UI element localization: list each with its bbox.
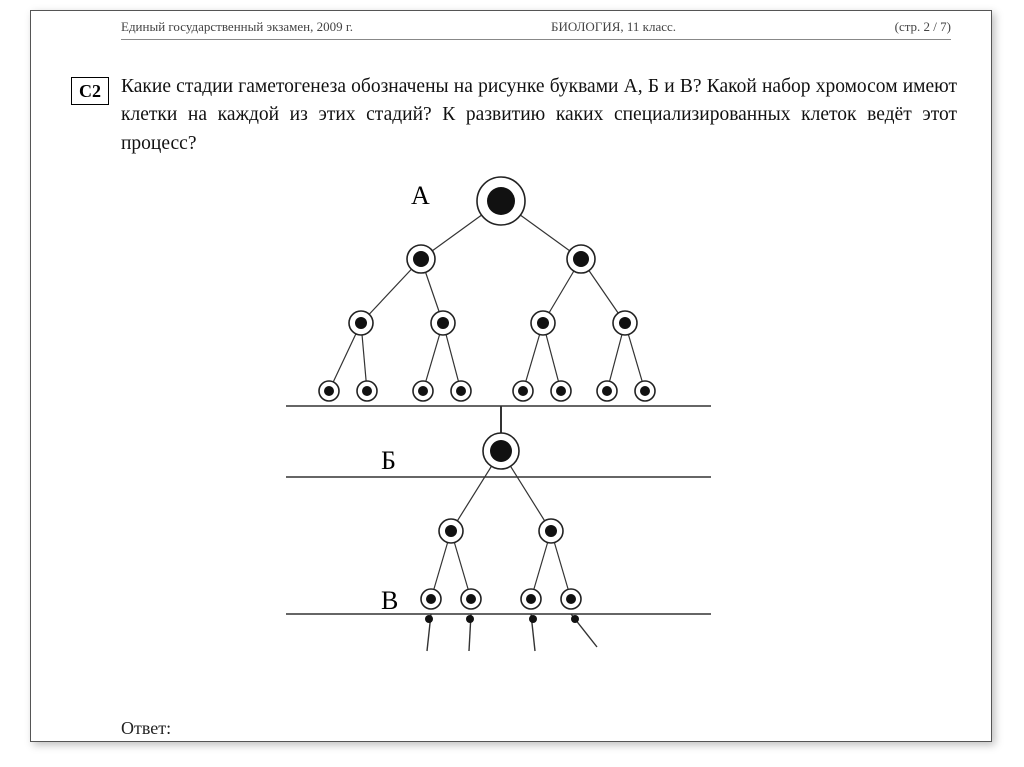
answer-label: Ответ: — [121, 718, 171, 739]
stage-label-A: А — [411, 181, 430, 211]
page: Единый государственный экзамен, 2009 г. … — [0, 0, 1024, 767]
document-frame: Единый государственный экзамен, 2009 г. … — [30, 10, 992, 742]
gametogenesis-diagram — [31, 11, 991, 731]
stage-label-B: Б — [381, 446, 396, 476]
stage-label-V: В — [381, 586, 398, 616]
